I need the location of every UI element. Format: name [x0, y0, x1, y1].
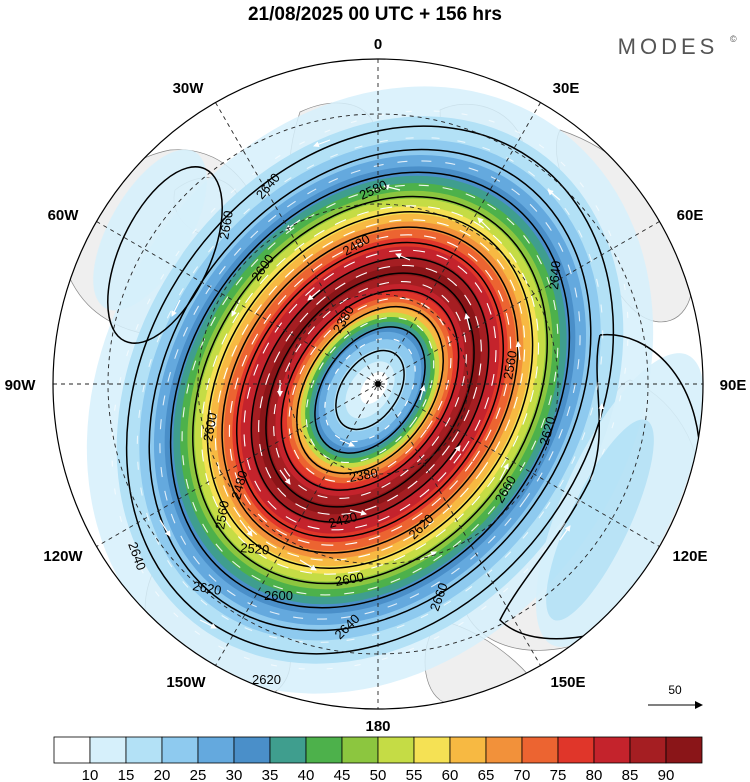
colorbar-tick-label: 20 [154, 767, 171, 782]
colorbar-swatch [89, 736, 127, 764]
colorbar-tick-label: 85 [622, 767, 639, 782]
colorbar-swatch [233, 736, 271, 764]
colorbar-tick-label: 55 [406, 767, 423, 782]
colorbar-swatch [629, 736, 667, 764]
colorbar-swatch [341, 736, 379, 764]
colorbar-tick-label: 15 [118, 767, 135, 782]
colorbar-ticks: 10 15 20 25 30 35 40 45 50 55 60 65 70 75 80 85 90 [82, 767, 675, 782]
lon-label-90e: 90E [720, 377, 747, 394]
colorbar-swatch [485, 736, 523, 764]
longitude-labels: 0 30E 60E 90E 120E 150E 180 150W 120W 90… [5, 36, 747, 735]
lon-label-180: 180 [365, 718, 390, 735]
contour-label: 2620 [536, 415, 558, 447]
lon-label-0: 0 [374, 36, 382, 53]
height-contours [107, 125, 701, 655]
north-pole-marker [375, 381, 381, 387]
contour-label: 2560 [212, 499, 232, 530]
colorbar-swatch [53, 736, 91, 764]
contour-label: 2660 [216, 209, 236, 240]
colorbar-tick-label: 50 [370, 767, 387, 782]
colorbar-swatch [161, 736, 199, 764]
colorbar-tick-label: 70 [514, 767, 531, 782]
colorbar-tick-label: 45 [334, 767, 351, 782]
colorbar-swatch [125, 736, 163, 764]
lon-label-90w: 90W [5, 377, 37, 394]
contour-label: 2600 [264, 588, 293, 603]
graticule [53, 59, 703, 709]
lon-label-150w: 150W [166, 674, 206, 691]
colorbar-tick-label: 65 [478, 767, 495, 782]
colorbar-tick-label: 10 [82, 767, 99, 782]
reference-vector-label: 50 [668, 683, 682, 697]
wind-vectors [111, 110, 629, 670]
contour-label: 2600 [200, 411, 220, 442]
colorbar-tick-label: 75 [550, 767, 567, 782]
contour-label: 2640 [546, 260, 563, 290]
wind-vector-heads [159, 139, 605, 629]
colorbar-swatch [377, 736, 415, 764]
colorbar-swatch [197, 736, 235, 764]
colorbar-swatch [593, 736, 631, 764]
colorbar [53, 736, 703, 764]
lon-label-60w: 60W [48, 207, 80, 224]
map-title: 21/08/2025 00 UTC + 156 hrs [248, 4, 502, 25]
colorbar-tick-label: 90 [658, 767, 675, 782]
weak-wind-patches [93, 149, 703, 647]
colorbar-tick-label: 60 [442, 767, 459, 782]
reference-vector: 50 [648, 683, 703, 709]
colorbar-swatch [449, 736, 487, 764]
colorbar-swatch [269, 736, 307, 764]
colorbar-swatch [305, 736, 343, 764]
colorbar-swatch [557, 736, 595, 764]
brand-logo: MODES [618, 34, 719, 59]
colorbar-swatch [521, 736, 559, 764]
contour-label: 2420 [327, 509, 359, 531]
contour-label: 2600 [334, 569, 365, 589]
contour-label: 2480 [228, 469, 250, 501]
lon-label-150e: 150E [550, 674, 585, 691]
contour-label: 2620 [252, 672, 281, 687]
colorbar-tick-label: 30 [226, 767, 243, 782]
contour-label: 2380 [348, 465, 379, 485]
lon-label-120e: 120E [672, 548, 707, 565]
colorbar-tick-label: 80 [586, 767, 603, 782]
brand-copyright-mark: © [730, 34, 737, 44]
colorbar-tick-label: 40 [298, 767, 315, 782]
colorbar-tick-label: 35 [262, 767, 279, 782]
lon-label-30e: 30E [553, 80, 580, 97]
contour-label: 2560 [500, 349, 520, 380]
map-border [52, 58, 704, 710]
lon-label-30w: 30W [173, 80, 205, 97]
lon-label-60e: 60E [677, 207, 704, 224]
colorbar-tick-label: 25 [190, 767, 207, 782]
contour-label: 2620 [191, 578, 222, 598]
lon-label-120w: 120W [43, 548, 83, 565]
colorbar-swatch [665, 736, 703, 764]
colorbar-swatch [413, 736, 451, 764]
contour-label: 2520 [240, 540, 270, 557]
